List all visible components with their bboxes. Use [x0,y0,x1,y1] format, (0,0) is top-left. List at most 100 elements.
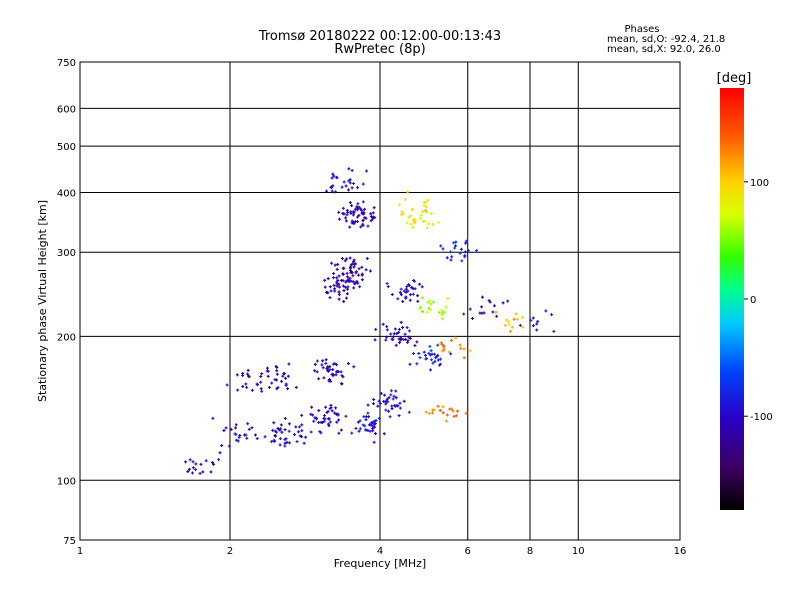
y-tick-label: 600 [57,104,76,115]
data-point [402,289,406,293]
data-point [361,219,365,223]
data-point [369,423,373,427]
data-point [275,365,279,369]
data-point [402,399,406,403]
data-point [227,444,231,448]
data-point [464,241,468,245]
data-point [357,429,361,433]
data-point [340,278,344,282]
data-point [278,427,282,431]
y-tick-label: 750 [57,58,76,69]
data-point [329,403,333,407]
data-point [340,374,344,378]
data-point [286,387,290,391]
data-point [350,431,354,435]
data-point [335,363,339,367]
data-point [468,349,472,353]
data-point [356,202,360,206]
data-point [536,319,540,323]
data-point [385,397,389,401]
data-point [350,271,354,275]
x-tick-label: 10 [572,546,585,557]
data-point [342,289,346,293]
colorbar-ticks: 100 0 -100 [744,178,773,423]
x-ticks: 1 2 4 6 8 10 16 [77,546,687,557]
data-point [309,430,313,434]
data-point [314,417,318,421]
data-point [292,433,296,437]
data-point [260,389,264,393]
data-point [304,435,308,439]
data-point [385,335,389,339]
data-point [419,216,423,220]
data-point [335,284,339,288]
data-point [275,369,279,373]
data-point [326,409,330,413]
data-point [348,256,352,260]
data-point [212,462,216,466]
data-point [340,256,344,260]
data-point [449,250,453,254]
data-point [411,225,415,229]
data-point [411,352,415,356]
data-point [385,325,389,329]
data-point [354,426,358,430]
data-point [398,341,402,345]
data-point [355,279,359,283]
data-point [259,375,263,379]
data-point [449,352,453,356]
data-point [337,285,341,289]
data-point [263,435,267,439]
data-point [462,347,466,351]
data-point [259,380,263,384]
data-point [429,349,433,353]
data-point [250,426,254,430]
data-point [310,405,314,409]
data-point [300,429,304,433]
y-tick-label: 300 [57,248,76,259]
data-point [356,420,360,424]
data-point [328,407,332,411]
data-point [387,396,391,400]
data-point [313,369,317,373]
data-point [272,421,276,425]
data-point [273,378,277,382]
data-point [245,385,249,389]
colorbar-label: [deg] [717,71,752,86]
data-point [282,372,286,376]
data-point [211,461,215,465]
data-point [260,372,264,376]
data-point [357,213,361,217]
data-point [422,201,426,205]
data-point [315,359,319,363]
data-point [344,216,348,220]
y-tick-label: 75 [63,536,76,547]
data-point [345,292,349,296]
data-point [399,320,403,324]
data-point [186,470,190,474]
data-point [336,278,340,282]
data-point [550,313,554,317]
data-point [427,306,431,310]
data-point [267,385,271,389]
data-point [323,417,327,421]
data-point [323,278,327,282]
data-point [344,280,348,284]
data-point [365,257,369,261]
data-point [535,322,539,326]
data-point [328,377,331,381]
data-point [244,382,248,386]
data-point [194,468,198,472]
data-point [410,285,414,289]
data-point [468,307,472,311]
data-point [236,388,240,392]
data-point [348,181,352,185]
data-point [448,407,452,411]
data-point [342,212,346,216]
data-point [418,356,422,360]
data-point [364,428,368,432]
data-point [322,420,326,424]
data-point [392,403,396,407]
data-point [247,427,251,431]
